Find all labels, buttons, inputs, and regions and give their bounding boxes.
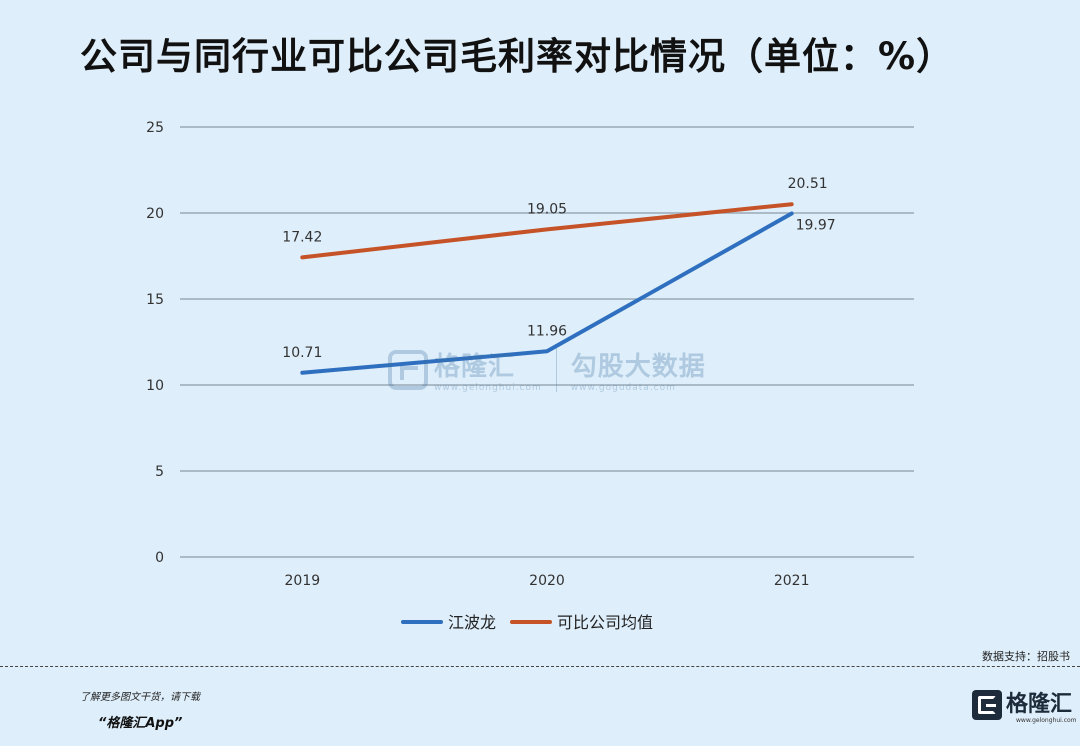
series-line-1 — [300, 202, 794, 260]
y-tick-label-0: 0 — [155, 550, 164, 566]
data-source: 数据支持：招股书 — [982, 650, 1070, 663]
x-tick-label-2: 2021 — [774, 573, 810, 589]
watermark: 格隆汇 www.gelonghui.com 勾股大数据 www.gogudata… — [388, 346, 706, 393]
watermark-product: 勾股大数据 — [570, 352, 706, 382]
watermark-logo-icon — [388, 349, 428, 390]
series-lines — [300, 202, 794, 375]
legend-label-0: 江波龙 — [448, 613, 496, 632]
y-tick-label-5: 25 — [146, 120, 164, 136]
y-tick-labels: 0 5 10 15 20 25 — [146, 120, 164, 566]
promo-app-name: “格隆汇App” — [98, 716, 183, 731]
watermark-product-url: www.gogudata.com — [570, 383, 676, 393]
y-tick-label-3: 15 — [146, 292, 164, 308]
data-label-1-0: 17.42 — [282, 229, 322, 245]
data-label-0-1: 11.96 — [527, 323, 567, 339]
brand-url: www.gelonghui.com — [1016, 717, 1077, 724]
watermark-brand-url: www.gelonghui.com — [434, 383, 542, 393]
promo-text: 了解更多图文干货，请下载 — [80, 692, 200, 703]
legend-label-1: 可比公司均值 — [557, 613, 653, 632]
data-label-1-2: 20.51 — [788, 176, 828, 192]
brand-name: 格隆汇 — [1006, 692, 1073, 717]
data-labels: 10.71 11.96 19.97 17.42 19.05 20.51 — [282, 176, 835, 361]
watermark-separator — [555, 347, 557, 392]
y-tick-label-1: 5 — [155, 464, 164, 480]
data-label-0-2: 19.97 — [796, 218, 836, 234]
brand-footer: 格隆汇 www.gelonghui.com — [972, 690, 1077, 724]
y-tick-label-2: 10 — [146, 378, 164, 394]
y-tick-label-4: 20 — [146, 206, 164, 222]
series-line-0 — [300, 211, 794, 375]
data-label-1-1: 19.05 — [527, 201, 567, 217]
data-label-0-0: 10.71 — [282, 345, 322, 361]
brand-logo-icon — [972, 690, 1002, 720]
x-tick-label-1: 2020 — [529, 573, 565, 589]
gridlines — [180, 126, 914, 558]
chart-title: 公司与同行业可比公司毛利率对比情况（单位：%） — [80, 35, 955, 78]
watermark-brand: 格隆汇 — [434, 352, 516, 382]
x-tick-label-0: 2019 — [285, 573, 321, 589]
legend: 江波龙 可比公司均值 — [401, 613, 653, 632]
x-tick-labels: 2019 2020 2021 — [285, 573, 810, 589]
footer-divider — [0, 666, 1080, 667]
